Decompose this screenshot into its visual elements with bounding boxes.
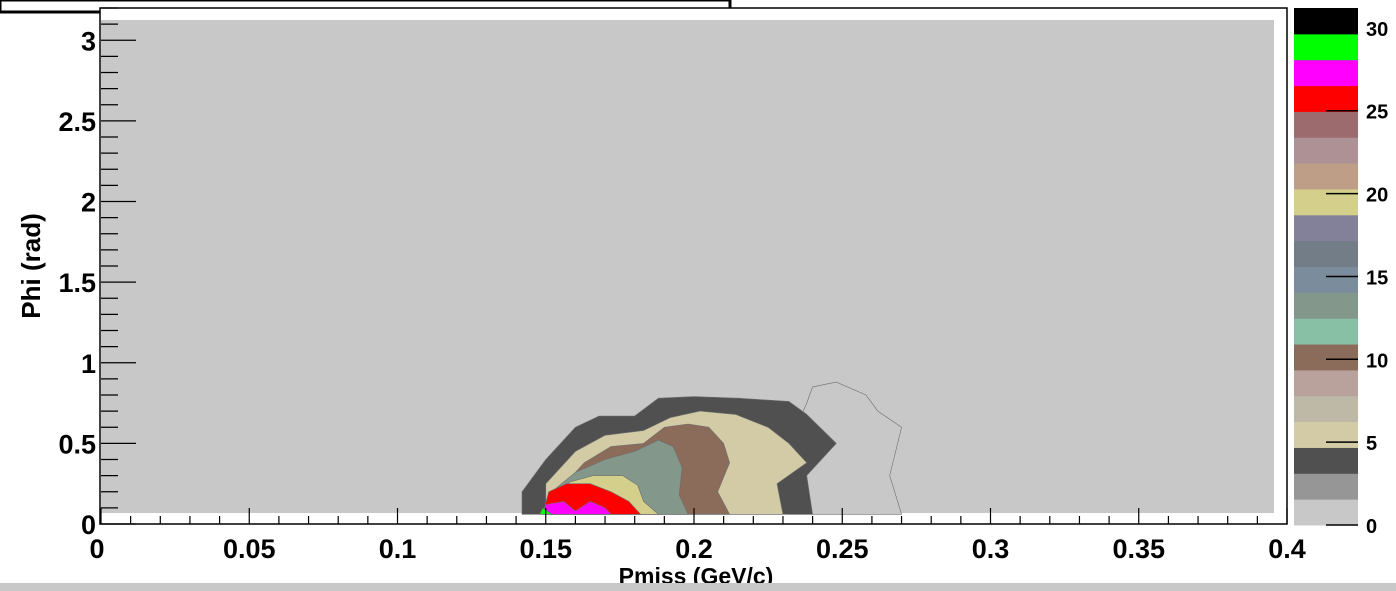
palette-tick-label: 20 [1366,185,1388,207]
palette-swatch [1294,59,1358,87]
palette-swatch [1294,240,1358,267]
x-tick-label: 0.35 [1112,534,1165,564]
palette-swatch [1294,344,1358,371]
palette-tick-label: 5 [1366,433,1377,455]
palette-swatch [1294,111,1358,138]
y-tick-label: 2 [81,188,96,218]
bottom-strip [0,583,1396,591]
x-axis: 0 0.05 0.1 0.15 0.2 0.25 0.3 0.35 0.4 [89,508,1306,564]
y-axis-title: Phi (rad) [16,213,46,318]
contour-level-7 [542,501,612,515]
palette-swatch [1294,318,1358,345]
y-tick-label: 2.5 [58,107,96,137]
palette-swatch [1294,137,1358,164]
y-axis: 0 0.5 1 1.5 2 2.5 3 [58,7,136,540]
palette-swatch [1294,499,1358,526]
x-tick-label: 0.4 [1268,534,1306,564]
palette-swatch [1294,266,1358,293]
contour-fill-group [101,20,1274,515]
y-tick-label: 0.5 [58,429,96,459]
palette-swatch [1294,292,1358,319]
y-tick-label: 0 [81,510,96,540]
palette-swatch [1294,214,1358,242]
y-tick-label: 1.5 [58,268,96,298]
x-tick-label: 0.1 [379,534,417,564]
palette-swatch [1294,85,1358,112]
x-tick-label: 0.2 [675,534,713,564]
palette-swatch [1294,421,1358,448]
palette-tick-label: 15 [1366,267,1388,289]
palette-swatch [1294,33,1358,61]
y-tick-label: 1 [81,349,96,379]
x-tick-label: 0.05 [223,534,276,564]
palette-swatch [1294,395,1358,423]
x-tick-label: 0.15 [519,534,572,564]
palette-swatch [1294,163,1358,190]
palette-swatch [1294,8,1358,35]
palette-tick-label: 30 [1366,19,1388,41]
palette-swatch [1294,473,1358,500]
x-tick-label: 0 [89,534,104,564]
palette-swatch [1294,369,1358,397]
color-palette-axis: 0 5 10 15 20 25 30 [1294,8,1388,538]
y-tick-label: 3 [81,26,96,56]
palette-tick-label: 10 [1366,350,1388,372]
palette-tick-label: 25 [1366,102,1388,124]
palette-tick-label: 0 [1366,516,1377,538]
palette-swatch [1294,447,1358,474]
x-tick-label: 0.25 [816,534,869,564]
x-tick-label: 0.3 [972,534,1010,564]
